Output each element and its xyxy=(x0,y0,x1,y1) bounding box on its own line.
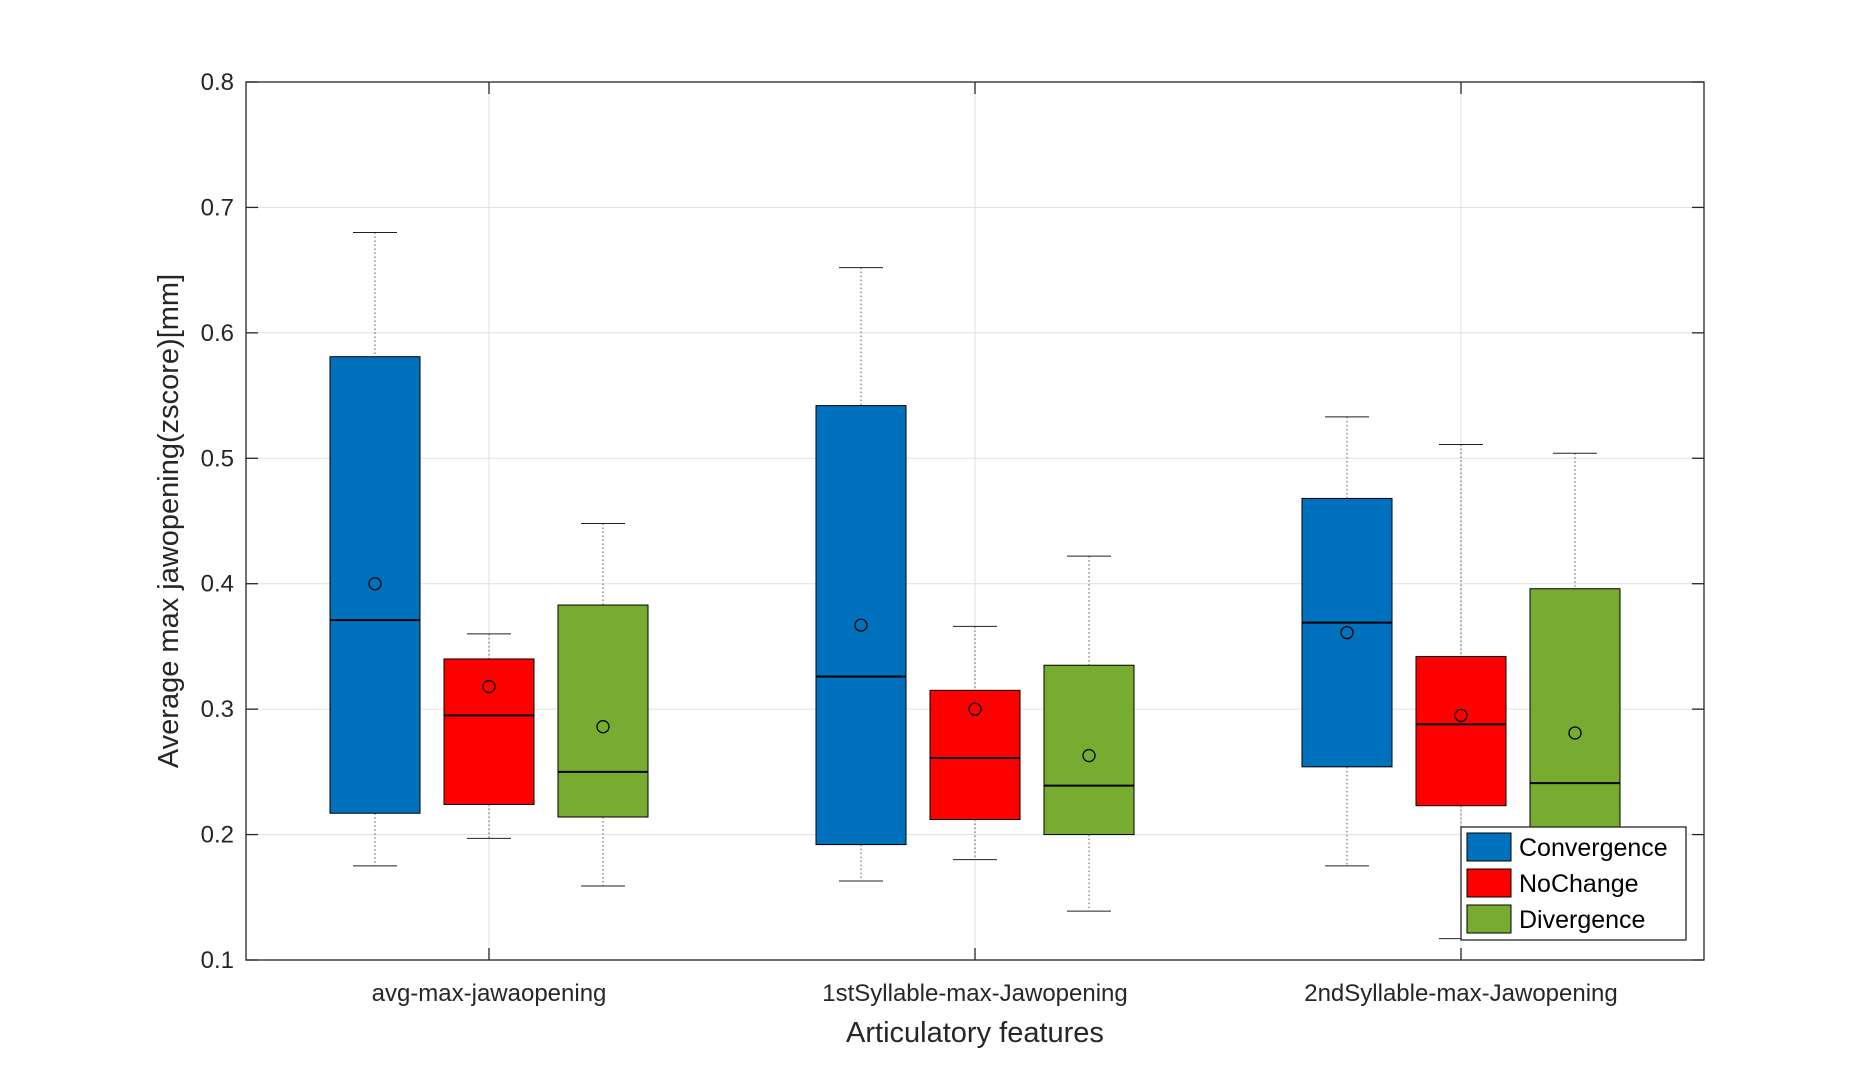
legend-item-convergence[interactable]: Convergence xyxy=(1466,832,1668,862)
legend-swatch-divergence xyxy=(1466,904,1512,934)
mean-marker xyxy=(854,618,868,632)
box-body xyxy=(557,604,649,818)
box-body xyxy=(329,356,421,814)
box-body xyxy=(1529,588,1621,836)
box-convergence-1 xyxy=(329,232,421,867)
box-divergence-1 xyxy=(557,523,649,887)
box-convergence-3 xyxy=(1301,416,1393,867)
mean-marker xyxy=(1454,708,1468,723)
mean-marker xyxy=(482,679,496,694)
legend-item-divergence[interactable]: Divergence xyxy=(1466,904,1645,934)
box-body xyxy=(443,658,535,805)
x-axis-title: Articulatory features xyxy=(846,1017,1104,1049)
box-body xyxy=(815,405,907,846)
x-tick-label: 1stSyllable-max-Jawopening xyxy=(822,980,1127,1007)
box-nochange-3 xyxy=(1415,443,1507,940)
box-nochange-2 xyxy=(929,625,1021,861)
y-tick-label: 0.4 xyxy=(201,571,234,598)
mean-marker xyxy=(1340,625,1354,640)
y-axis-title: Average max jawopening(zscore)[mm] xyxy=(153,274,185,768)
mean-marker xyxy=(968,702,982,716)
legend-swatch-nochange xyxy=(1466,868,1512,898)
y-tick-label: 0.8 xyxy=(201,69,234,96)
mean-marker xyxy=(1082,748,1096,763)
legend[interactable]: Convergence NoChange Divergence xyxy=(1460,826,1687,941)
y-tick-label: 0.2 xyxy=(201,822,234,849)
mean-marker xyxy=(368,577,382,591)
x-tick-label: avg-max-jawaopening xyxy=(372,980,607,1007)
legend-label-convergence: Convergence xyxy=(1519,834,1668,862)
box-body xyxy=(929,689,1021,821)
legend-label-divergence: Divergence xyxy=(1519,906,1645,934)
y-tick-label: 0.3 xyxy=(201,696,234,723)
box-body xyxy=(1415,655,1507,807)
mean-marker xyxy=(1568,726,1582,740)
box-convergence-2 xyxy=(815,267,907,882)
x-tick-label: 2ndSyllable-max-Jawopening xyxy=(1304,980,1618,1007)
box-body xyxy=(1301,497,1393,768)
box-divergence-2 xyxy=(1043,555,1135,912)
box-series-group xyxy=(329,232,1621,940)
box-nochange-1 xyxy=(443,633,535,839)
axes-ticks: 0.1 0.2 0.3 0.4 0.5 0.6 0.7 0.8 avg-max-jawaopen… xyxy=(201,69,1704,1007)
y-tick-label: 0.7 xyxy=(201,194,234,221)
legend-label-nochange: NoChange xyxy=(1519,870,1639,898)
y-tick-label: 0.6 xyxy=(201,320,234,347)
mean-marker xyxy=(596,720,610,734)
y-tick-label: 0.1 xyxy=(201,947,234,974)
y-tick-label: 0.5 xyxy=(201,445,234,472)
box-divergence-3 xyxy=(1529,452,1621,836)
legend-item-nochange[interactable]: NoChange xyxy=(1466,868,1639,898)
legend-swatch-convergence xyxy=(1466,832,1512,862)
